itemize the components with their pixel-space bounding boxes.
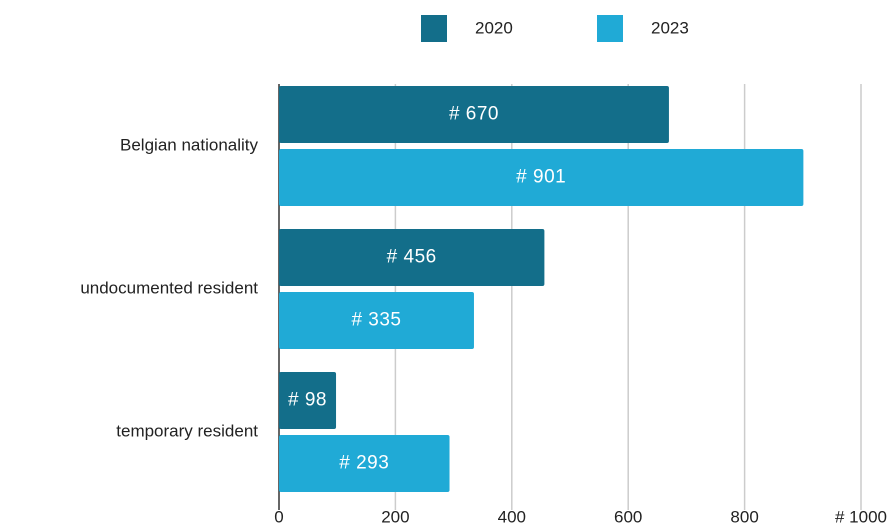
bar bbox=[279, 149, 804, 206]
x-tick-label: # 1000 bbox=[835, 507, 887, 526]
x-tick-label: 0 bbox=[274, 507, 283, 526]
x-tick-label: 600 bbox=[614, 507, 642, 526]
data-label: # 98 bbox=[288, 390, 327, 411]
y-tick-label: temporary resident bbox=[116, 421, 258, 440]
y-tick-label: Belgian nationality bbox=[120, 135, 258, 154]
bar bbox=[279, 229, 545, 286]
bar bbox=[279, 292, 474, 349]
x-tick-label: 200 bbox=[381, 507, 409, 526]
data-label: # 335 bbox=[351, 310, 401, 331]
legend-label: 2020 bbox=[475, 18, 513, 37]
y-tick-label: undocumented resident bbox=[80, 278, 258, 297]
x-tick-label: 400 bbox=[498, 507, 526, 526]
legend-swatch bbox=[421, 15, 447, 42]
bar bbox=[279, 372, 337, 429]
legend-swatch bbox=[597, 15, 623, 42]
x-tick-label: 800 bbox=[730, 507, 758, 526]
legend-label: 2023 bbox=[651, 18, 689, 37]
bar bbox=[279, 435, 450, 492]
data-label: # 293 bbox=[339, 453, 389, 474]
data-label: # 670 bbox=[449, 104, 499, 125]
data-label: # 901 bbox=[516, 167, 566, 188]
bar bbox=[279, 86, 669, 143]
data-label: # 456 bbox=[387, 247, 437, 268]
